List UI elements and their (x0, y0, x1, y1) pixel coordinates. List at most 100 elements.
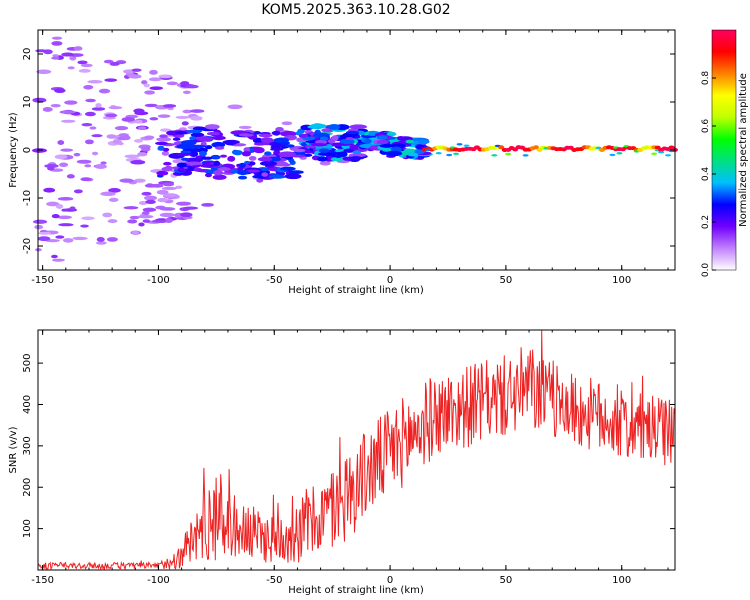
spectrogram-cell (177, 143, 194, 150)
spectrogram-cell (206, 131, 221, 136)
spectrogram-cell (616, 152, 623, 155)
spectrogram-cell (176, 162, 187, 168)
spectrogram-cell (32, 97, 47, 103)
spectrogram-cell (114, 125, 129, 131)
y-tick-label: 0 (22, 147, 33, 153)
spectrogram-cell (62, 238, 74, 243)
spectrogram-cell (201, 202, 214, 207)
spectrogram-cell (134, 119, 143, 124)
spectrogram-cell (72, 236, 88, 241)
spectrogram-cell (190, 132, 205, 138)
spectrogram-cell (85, 98, 96, 103)
spectrogram-cell (100, 161, 107, 165)
spectrogram-cell (35, 49, 48, 53)
spectrogram-cell (182, 206, 199, 210)
spectrogram-cell (238, 125, 252, 129)
spectrogram-cell (271, 130, 281, 136)
spectrogram-cell (67, 66, 75, 70)
snr-x-label: Height of straight line (km) (288, 585, 424, 596)
spectrogram-cell (280, 166, 296, 171)
spectrogram-cell (232, 149, 243, 156)
snr-axes: -150 -100 -50 0 50 100 100 200 300 400 500 (22, 330, 675, 586)
spectrogram-cell (95, 103, 102, 108)
spectrogram-cell (210, 154, 221, 160)
spectrogram-cell (156, 170, 169, 176)
spectrogram-cell (78, 68, 91, 73)
colorbar-tick-label: 0.8 (701, 71, 711, 86)
spectrogram-cell (172, 137, 181, 141)
spectrogram-cell (243, 147, 251, 153)
spectrogram-cell (435, 152, 442, 155)
spectrogram-cell (182, 109, 192, 114)
colorbar: 0.0 0.2 0.4 0.6 0.8 Normalized spectral ampl… (701, 29, 749, 277)
spectrogram-cell (144, 103, 158, 108)
spectrogram-cell (665, 154, 672, 157)
spectrogram-cell (131, 230, 140, 235)
spectrogram-cell (54, 88, 66, 94)
spectrogram-cell (179, 127, 187, 131)
spectrogram-cell (109, 62, 120, 66)
spectrogram-cell (204, 145, 213, 150)
spectrogram-cell (491, 154, 498, 157)
spectrogram-cell (149, 117, 159, 121)
spectrogram-cell (229, 139, 238, 145)
spectrogram-cell (145, 199, 156, 205)
spectrogram-cell (163, 161, 172, 166)
spectrogram-cell (302, 136, 316, 141)
spectrogram-cell (73, 46, 83, 51)
spectrogram-cell (91, 107, 106, 111)
spectrogram-cell (205, 172, 212, 178)
colorbar-gradient (712, 30, 736, 270)
spectrogram-cell (180, 212, 193, 218)
spectrogram-cell (175, 152, 193, 156)
y-tick-label: 300 (22, 436, 33, 455)
spectrogram-cell (60, 148, 74, 152)
spectrogram-cell (151, 219, 167, 223)
spectrogram-cell (349, 144, 359, 151)
spectrogram-cell (332, 157, 344, 162)
spectrogram-cell (382, 148, 393, 152)
colorbar-label: Normalized spectral amplitude (738, 73, 749, 227)
spectrogram-cell (314, 139, 328, 145)
y-tick-label: -10 (22, 190, 33, 206)
spectrogram-cell (80, 63, 93, 68)
spectrogram-cell (138, 222, 145, 227)
spectrogram-cell (405, 139, 414, 144)
spectrogram-cell (386, 132, 394, 136)
spectrogram-cell (117, 142, 124, 146)
spectrogram-cell (417, 139, 430, 145)
spectrogram-cell (259, 161, 278, 167)
spectrogram-cell (133, 139, 144, 143)
spectrogram-cell (363, 138, 372, 144)
spectrogram-cell (149, 86, 164, 90)
spectrogram-cell (157, 114, 171, 118)
spectrogram-cell (185, 84, 199, 89)
x-tick-label: 0 (387, 275, 393, 286)
spectrogram-cell (376, 139, 389, 145)
spectrogram-cell (199, 150, 207, 157)
spectrogram-cell (245, 169, 261, 173)
x-tick-label: 100 (612, 275, 631, 286)
spectrogram-cell (199, 163, 216, 168)
spectrogram-cell (55, 235, 65, 239)
spectrogram-cell (156, 189, 169, 195)
spectrogram-cell (316, 156, 328, 162)
spectrogram-cell (54, 154, 68, 160)
spectrogram-cell (158, 74, 173, 79)
spectrogram-cell (352, 150, 361, 155)
spectrogram-cell (55, 204, 64, 209)
spectrogram-cell (108, 188, 121, 193)
spectrogram-cell (58, 223, 74, 227)
colorbar-tick-label: 0.2 (701, 215, 711, 229)
spectrogram-cell (51, 254, 58, 259)
spectrogram-cell (95, 241, 107, 245)
spectrogram-cell (61, 119, 76, 123)
x-tick-label: -100 (147, 575, 170, 586)
spectrogram-cell (275, 127, 284, 132)
spectrogram-cell (81, 216, 95, 221)
spectrogram-cell (268, 174, 286, 179)
spectrogram-cell (211, 135, 226, 141)
spectrogram-cell (91, 134, 103, 138)
spectrogram-cell (149, 69, 158, 75)
